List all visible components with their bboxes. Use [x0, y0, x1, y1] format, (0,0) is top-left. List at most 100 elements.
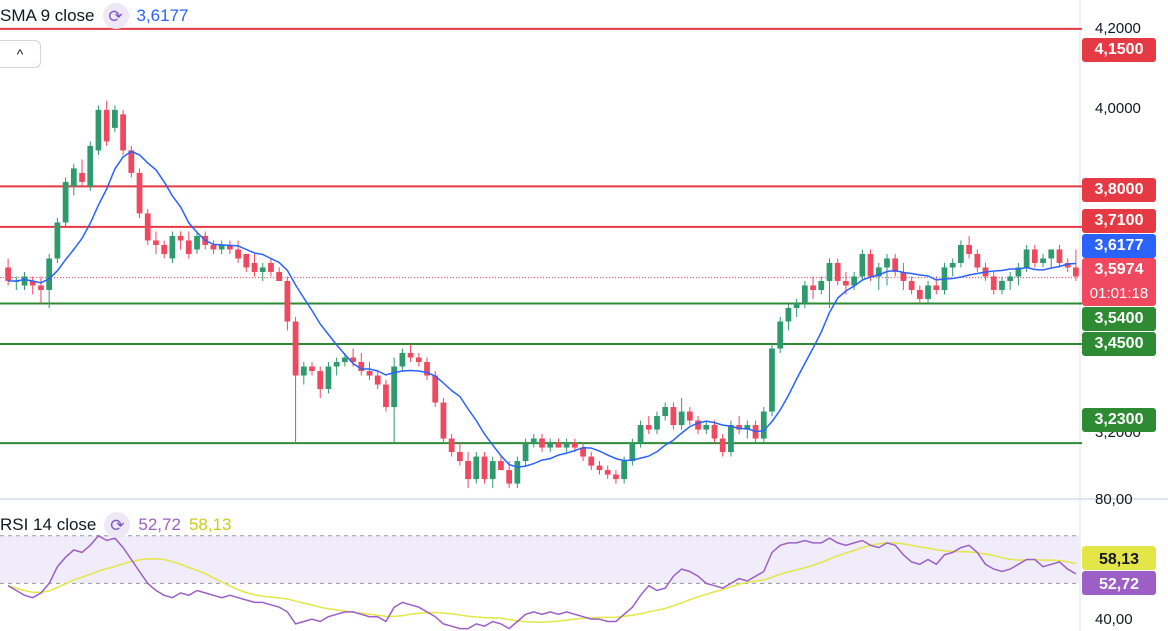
candle-body	[5, 267, 11, 281]
candle-body	[399, 353, 406, 367]
candle-body	[958, 244, 964, 263]
candle-body	[925, 285, 931, 299]
candle-body	[974, 253, 981, 268]
candle-body	[629, 443, 636, 462]
candle-body	[415, 357, 422, 363]
sma-legend: SMA 9 close ⟳ 3,6177	[0, 3, 189, 29]
candle-body	[801, 285, 808, 304]
candle-body	[588, 456, 595, 466]
candle-body	[711, 425, 718, 439]
candle-body	[38, 285, 44, 290]
rsi-ma-value-tag-bg	[1082, 546, 1156, 570]
candle-body	[530, 438, 537, 444]
rsi-value-tag-bg	[1082, 571, 1156, 595]
candle-body	[728, 425, 734, 453]
candle-body	[54, 222, 61, 259]
candle-body	[473, 456, 480, 480]
candle-body	[374, 375, 381, 385]
candle-body	[604, 470, 611, 475]
candle-body	[916, 289, 923, 299]
candle-body	[826, 262, 833, 281]
candle-body	[884, 258, 890, 268]
candle-body	[1015, 267, 1022, 277]
candle-body	[949, 262, 956, 268]
candle-body	[645, 425, 652, 430]
candle-body	[613, 474, 619, 480]
candle-body	[522, 443, 529, 462]
candle-body	[670, 407, 677, 426]
rsi-ma-value-tag: 58,13	[1099, 551, 1139, 568]
rsi-line	[7, 534, 1077, 630]
bar-countdown: 01:01:18	[1089, 285, 1149, 302]
candle-body	[555, 443, 562, 448]
candle-body	[506, 470, 513, 484]
last-price-tag: 3,5974 01:01:18	[1082, 258, 1156, 306]
candle-body	[144, 213, 151, 241]
candle-body	[637, 425, 644, 444]
price-axis-label: 4,2000	[1095, 20, 1141, 37]
candle-body	[432, 375, 439, 403]
resistance-tag-3800: 3,8000	[1082, 178, 1156, 202]
support-tag-3450: 3,4500	[1082, 332, 1156, 356]
candle-body	[358, 362, 365, 372]
candle-body	[300, 366, 307, 376]
candle-body	[62, 181, 69, 223]
candle-body	[654, 416, 660, 430]
candle-body	[465, 461, 471, 480]
candle-body	[309, 366, 315, 372]
candle-body	[678, 411, 685, 426]
candle-body	[268, 262, 274, 272]
candle-body	[999, 280, 1005, 290]
sma-legend-name: SMA 9 close	[0, 6, 95, 25]
candle-body	[498, 461, 504, 471]
candle-body	[686, 411, 693, 421]
rsi-ma-line	[7, 542, 1077, 623]
candle-body	[341, 357, 348, 363]
candle-body	[1073, 267, 1079, 277]
candle-body	[933, 285, 940, 290]
collapse-button[interactable]: ^	[0, 40, 41, 68]
candle-body	[489, 461, 496, 480]
candle-body	[851, 276, 857, 286]
candle-body	[243, 253, 250, 268]
candle-body	[185, 240, 192, 254]
candle-body	[103, 109, 110, 142]
candle-body	[481, 456, 488, 480]
refresh-icon[interactable]: ⟳	[102, 3, 129, 29]
rsi-axis-label: 80,00	[1095, 491, 1133, 508]
candle-body	[810, 285, 816, 290]
candle-body	[834, 262, 841, 281]
candle-body	[908, 280, 915, 290]
rsi-legend-value: 52,72	[138, 515, 181, 534]
refresh-icon[interactable]: ⟳	[104, 512, 131, 538]
sma-line	[8, 150, 1076, 468]
candle-body	[259, 267, 266, 272]
candle-body	[194, 235, 200, 250]
candle-body	[990, 276, 997, 290]
support-tag-3230: 3,2300	[1082, 408, 1156, 432]
candle-body	[563, 443, 570, 448]
rsi-axis-label: 40,00	[1095, 611, 1133, 628]
candle-body	[695, 420, 701, 430]
candle-body	[703, 425, 710, 430]
candle-body	[539, 438, 545, 448]
candle-body	[153, 240, 159, 245]
candle-body	[514, 461, 521, 484]
candle-body	[1023, 249, 1030, 268]
sma-price-tag: 3,6177	[1082, 234, 1156, 258]
candle-body	[407, 353, 414, 358]
candle-body	[46, 258, 53, 290]
candle-body	[760, 411, 767, 439]
candle-body	[843, 280, 849, 286]
price-axis-label: 4,0000	[1095, 100, 1141, 117]
candle-body	[366, 371, 373, 376]
candle-body	[596, 465, 603, 471]
last-price-value: 3,5974	[1094, 261, 1144, 278]
candle-body	[1048, 249, 1055, 259]
candle-body	[736, 425, 743, 430]
candle-body	[1064, 262, 1071, 268]
candle-body	[859, 253, 866, 277]
sma-legend-value: 3,6177	[136, 6, 189, 25]
candle-body	[325, 366, 332, 390]
